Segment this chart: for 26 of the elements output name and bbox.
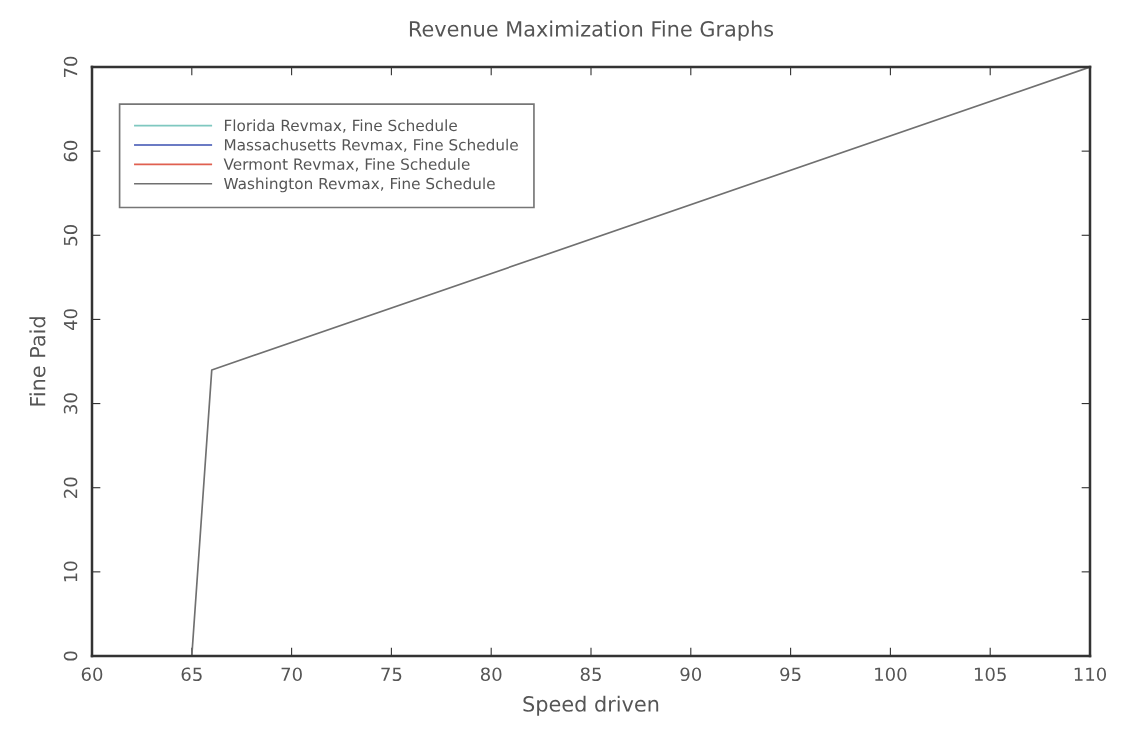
legend-label: Florida Revmax, Fine Schedule — [224, 119, 457, 133]
x-tick-label: 95 — [780, 667, 801, 682]
x-tick-label: 65 — [181, 667, 202, 682]
x-tick-label: 110 — [1074, 667, 1107, 682]
y-tick-label: 10 — [63, 561, 78, 582]
y-tick-label: 30 — [63, 393, 78, 414]
x-tick-label: 85 — [580, 667, 601, 682]
legend-label: Massachusetts Revmax, Fine Schedule — [224, 138, 518, 153]
x-tick-label: 70 — [281, 667, 302, 682]
x-tick-label: 100 — [875, 667, 907, 682]
x-tick-label: 60 — [81, 667, 103, 682]
x-axis-title: Speed driven — [523, 695, 659, 716]
x-tick-label: 90 — [680, 667, 702, 682]
chart-title: Revenue Maximization Fine Graphs — [409, 20, 774, 41]
y-tick-label: 40 — [63, 309, 78, 331]
y-tick-label: 70 — [63, 56, 78, 78]
y-tick-label: 20 — [63, 477, 78, 498]
y-tick-label: 60 — [63, 140, 78, 162]
y-axis-title: Fine Paid — [29, 317, 46, 406]
x-tick-label: 80 — [480, 667, 502, 682]
x-tick-label: 105 — [974, 667, 1006, 682]
legend-label: Vermont Revmax, Fine Schedule — [223, 158, 470, 172]
legend-label: Washington Revmax, Fine Schedule — [224, 177, 495, 193]
y-tick-label: 50 — [63, 225, 78, 246]
x-tick-label: 75 — [381, 667, 402, 682]
y-tick-label: 0 — [63, 651, 78, 661]
